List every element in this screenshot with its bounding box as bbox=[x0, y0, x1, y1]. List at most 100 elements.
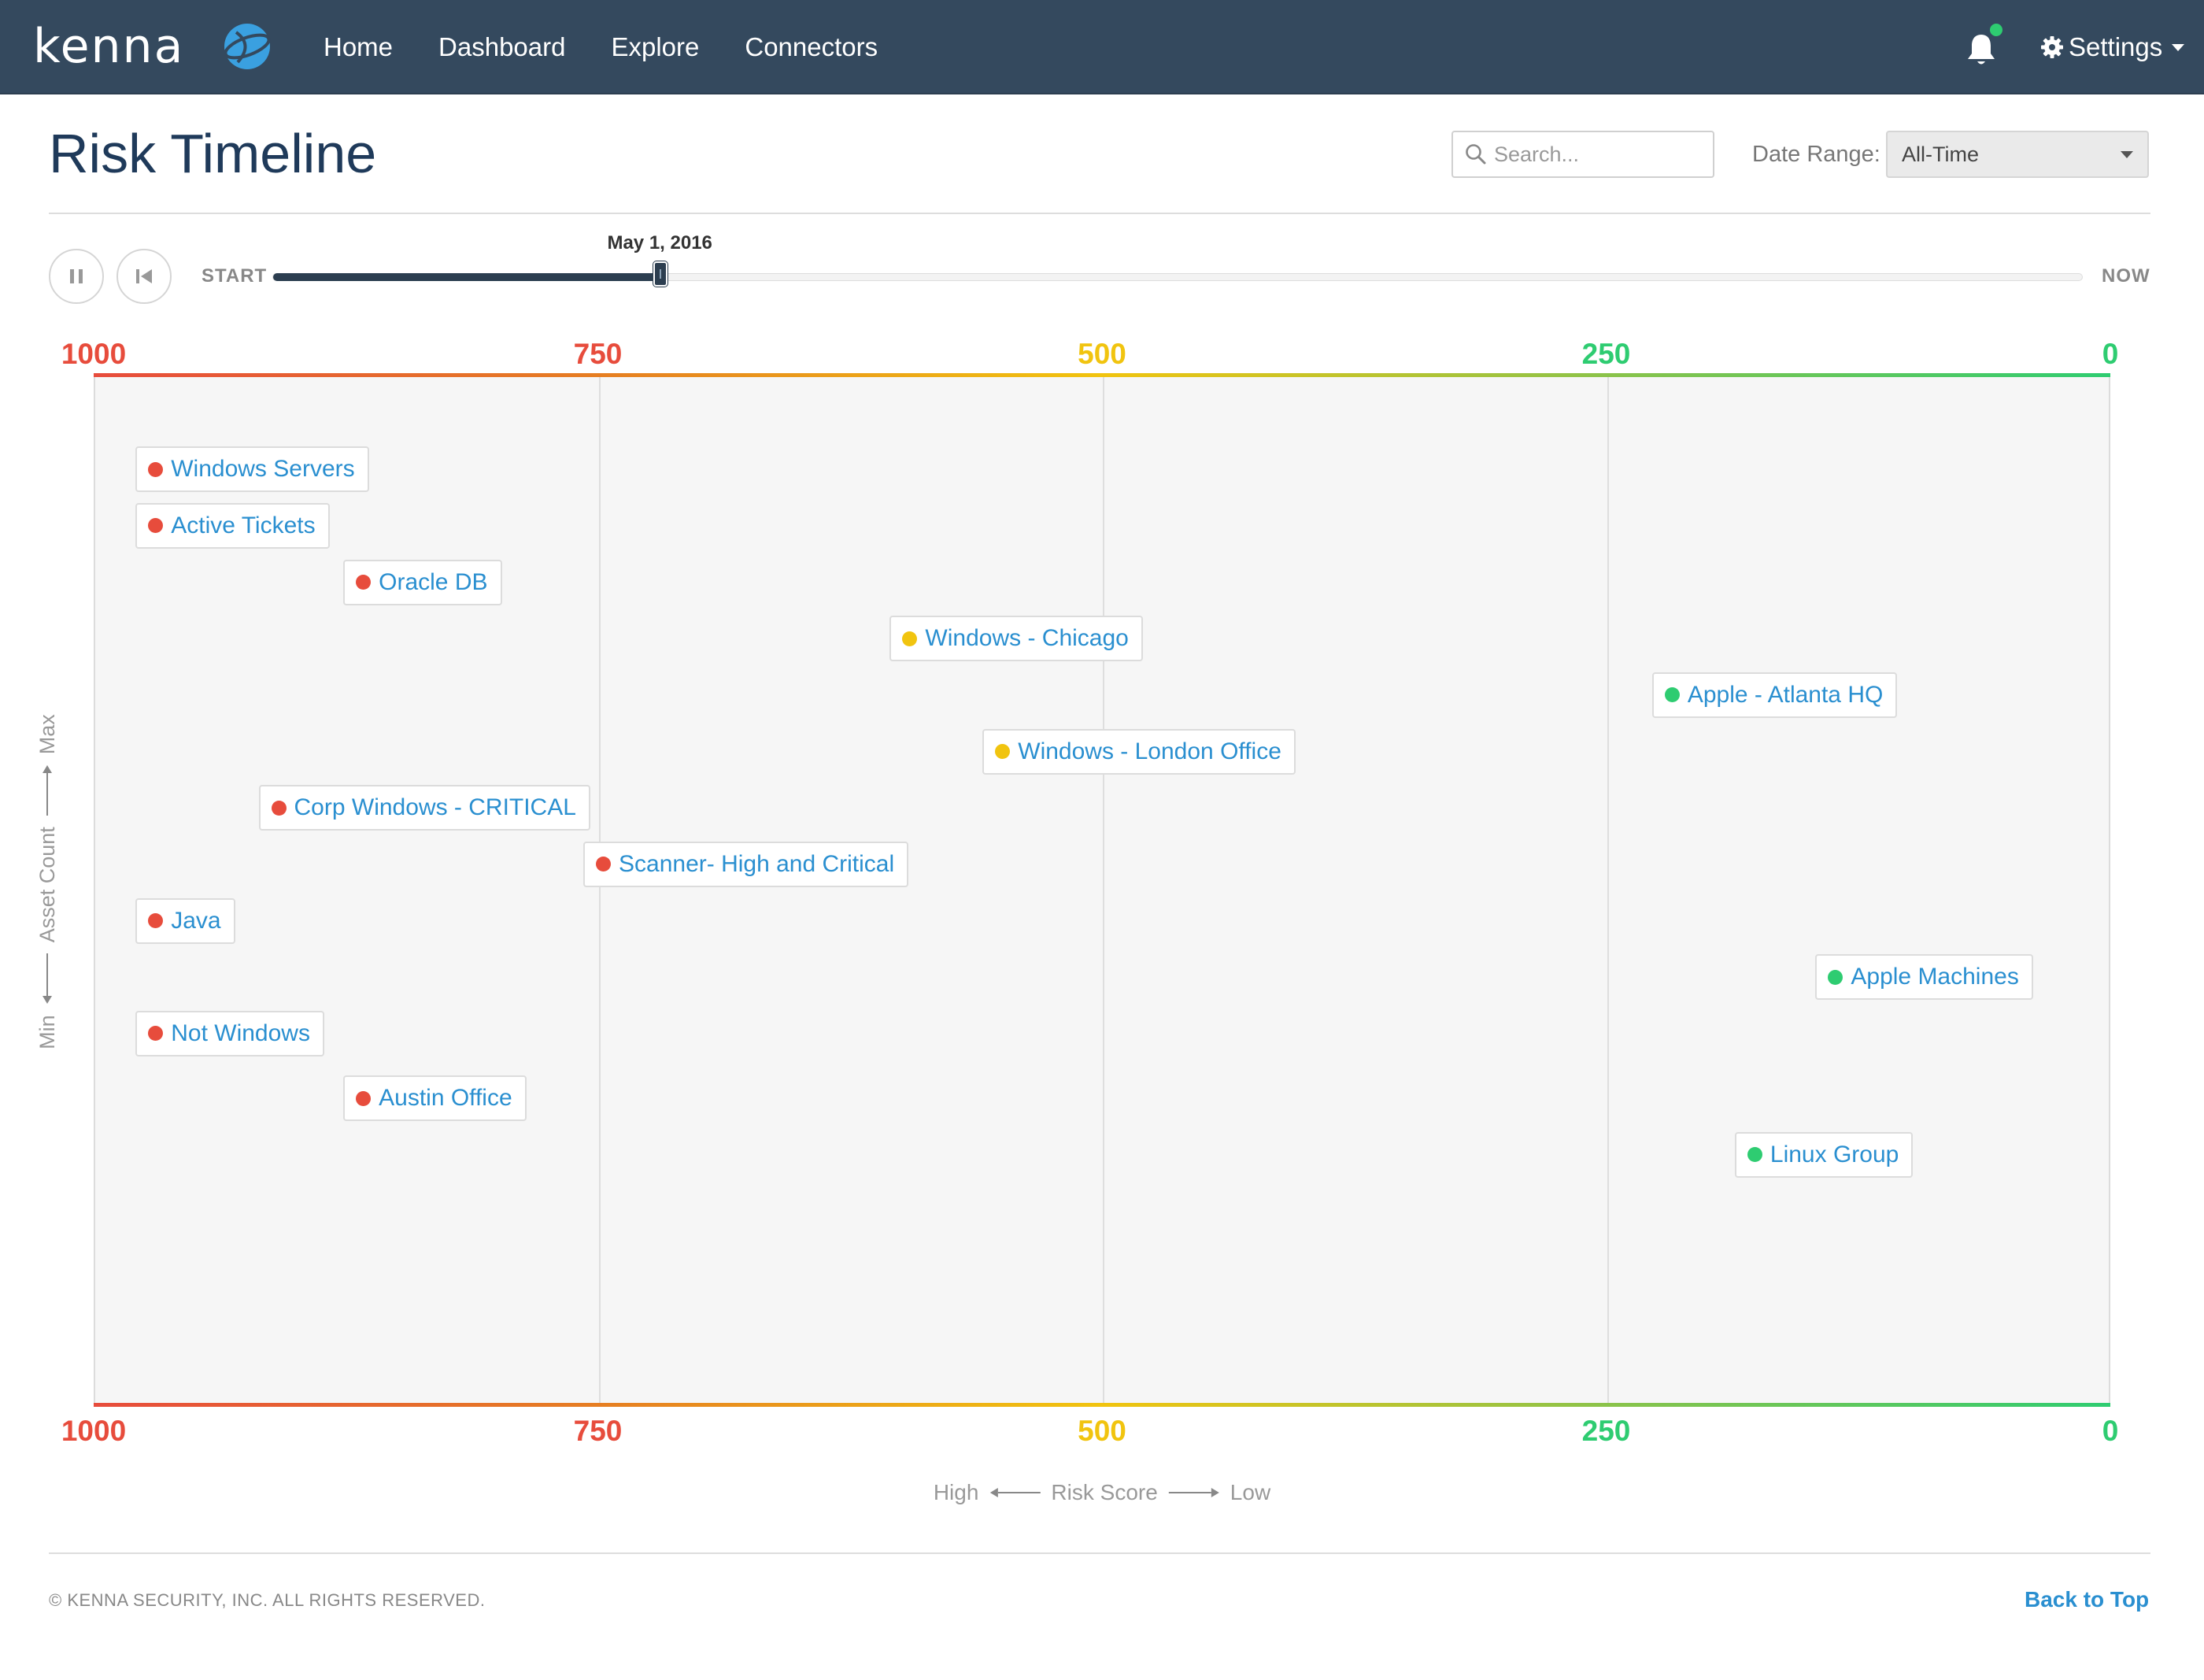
y-axis-label: Min Asset Count Max bbox=[31, 709, 63, 1055]
status-dot-icon bbox=[1747, 1147, 1762, 1163]
x-axis-label: High Risk Score Low bbox=[934, 1480, 1270, 1505]
x-axis-bottom-ticks: 1000 750 500 250 0 bbox=[0, 1414, 2204, 1450]
skip-back-icon bbox=[136, 269, 152, 283]
search-box[interactable] bbox=[1451, 131, 1714, 178]
settings-menu[interactable]: Settings bbox=[2040, 27, 2185, 68]
timeline-now-label: NOW bbox=[2102, 265, 2150, 287]
group-not-windows[interactable]: Not Windows bbox=[135, 1010, 324, 1056]
status-dot-icon bbox=[148, 461, 164, 477]
group-label: Scanner- High and Critical bbox=[619, 850, 895, 877]
bell-icon[interactable] bbox=[1965, 31, 1998, 68]
nav-explore[interactable]: Explore bbox=[611, 32, 700, 61]
notification-dot bbox=[1990, 24, 2002, 36]
top-tick-750: 750 bbox=[573, 338, 623, 370]
timeline-start-label: START bbox=[202, 265, 268, 287]
kenna-logo[interactable]: kenna bbox=[33, 19, 271, 74]
nav-home[interactable]: Home bbox=[324, 32, 394, 61]
status-dot-icon bbox=[995, 744, 1011, 760]
group-label: Linux Group bbox=[1769, 1141, 1899, 1167]
top-tick-250: 250 bbox=[1581, 338, 1631, 370]
copyright-text: © KENNA SECURITY, INC. ALL RIGHTS RESERV… bbox=[49, 1590, 486, 1610]
arrow-left-icon bbox=[989, 1488, 1041, 1497]
y-axis-title: Asset Count bbox=[35, 827, 59, 943]
group-label: Windows - London Office bbox=[1018, 738, 1281, 764]
group-scanner-high-and-critical[interactable]: Scanner- High and Critical bbox=[583, 841, 909, 887]
group-apple-machines[interactable]: Apple Machines bbox=[1815, 954, 2033, 1001]
status-dot-icon bbox=[1664, 687, 1680, 703]
risk-gradient-bottom bbox=[94, 1403, 2110, 1407]
arrow-right-icon bbox=[1168, 1488, 1219, 1497]
group-java[interactable]: Java bbox=[135, 897, 235, 944]
timeline-slider-handle[interactable] bbox=[653, 261, 668, 287]
top-tick-0: 0 bbox=[2102, 338, 2119, 370]
arrow-right-icon bbox=[43, 765, 52, 816]
timeline-slider[interactable] bbox=[272, 261, 2083, 287]
globe-icon bbox=[224, 24, 271, 69]
x-axis-top-ticks: 1000 750 500 250 0 bbox=[0, 337, 2204, 373]
page-title: Risk Timeline bbox=[49, 123, 377, 184]
group-label: Corp Windows - CRITICAL bbox=[294, 794, 576, 821]
x-axis-low: Low bbox=[1230, 1480, 1271, 1504]
x-axis-title: Risk Score bbox=[1051, 1480, 1158, 1504]
timeline-slider-fill bbox=[273, 273, 661, 281]
date-range-select[interactable]: All-Time bbox=[1886, 131, 2149, 178]
status-dot-icon bbox=[902, 631, 918, 646]
logo-text: kenna bbox=[33, 19, 185, 74]
settings-label: Settings bbox=[2069, 32, 2163, 61]
top-navbar: kenna Home Dashboard Explore Connectors bbox=[0, 0, 2204, 94]
status-dot-icon bbox=[1828, 969, 1843, 985]
group-label: Java bbox=[171, 907, 221, 934]
chevron-down-icon bbox=[2172, 43, 2185, 51]
gridline-750 bbox=[598, 377, 601, 1403]
group-windows-chicago[interactable]: Windows - Chicago bbox=[889, 616, 1143, 662]
group-windows-london-office[interactable]: Windows - London Office bbox=[982, 728, 1296, 775]
pause-icon bbox=[70, 269, 83, 283]
group-label: Apple - Atlanta HQ bbox=[1687, 681, 1884, 708]
back-to-top-link[interactable]: Back to Top bbox=[2025, 1587, 2150, 1612]
pause-button[interactable] bbox=[49, 249, 104, 304]
status-dot-icon bbox=[148, 913, 164, 929]
group-linux-group[interactable]: Linux Group bbox=[1734, 1131, 1914, 1178]
risk-gradient-top bbox=[94, 373, 2110, 377]
handle-grip bbox=[660, 269, 662, 279]
bottom-tick-750: 750 bbox=[573, 1415, 623, 1447]
group-label: Oracle DB bbox=[379, 568, 488, 595]
date-range-label: Date Range: bbox=[1752, 142, 1880, 167]
status-dot-icon bbox=[271, 800, 287, 816]
group-corp-windows-critical[interactable]: Corp Windows - CRITICAL bbox=[258, 785, 590, 831]
chevron-down-icon bbox=[2121, 150, 2133, 158]
y-axis-min: Min bbox=[35, 1015, 59, 1049]
group-label: Austin Office bbox=[379, 1085, 512, 1111]
group-windows-servers[interactable]: Windows Servers bbox=[135, 446, 369, 493]
group-active-tickets[interactable]: Active Tickets bbox=[135, 502, 330, 549]
arrow-left-icon bbox=[43, 953, 52, 1005]
main-nav: Home Dashboard Explore Connectors bbox=[324, 0, 923, 94]
status-dot-icon bbox=[356, 1090, 372, 1106]
nav-connectors[interactable]: Connectors bbox=[745, 32, 878, 61]
date-range-value: All-Time bbox=[1902, 142, 1979, 166]
bottom-tick-500: 500 bbox=[1078, 1415, 1126, 1447]
risk-plot-area: Windows Servers Active Tickets Oracle DB Wi… bbox=[94, 377, 2110, 1403]
status-dot-icon bbox=[148, 518, 164, 534]
restart-button[interactable] bbox=[116, 249, 172, 304]
group-apple-atlanta-hq[interactable]: Apple - Atlanta HQ bbox=[1651, 672, 1898, 718]
x-axis-high: High bbox=[933, 1480, 979, 1504]
header-divider bbox=[49, 213, 2150, 214]
status-dot-icon bbox=[356, 575, 372, 590]
gear-icon bbox=[2041, 36, 2063, 58]
top-tick-500: 500 bbox=[1078, 338, 1126, 370]
bottom-tick-0: 0 bbox=[2102, 1415, 2119, 1447]
footer-divider bbox=[49, 1552, 2150, 1554]
group-oracle-db[interactable]: Oracle DB bbox=[343, 559, 502, 605]
bottom-tick-1000: 1000 bbox=[61, 1415, 127, 1447]
gridline-250 bbox=[1607, 377, 1609, 1403]
y-axis-max: Max bbox=[35, 714, 59, 755]
group-austin-office[interactable]: Austin Office bbox=[343, 1075, 527, 1121]
group-label: Not Windows bbox=[171, 1019, 310, 1046]
group-label: Active Tickets bbox=[171, 512, 316, 538]
search-input[interactable] bbox=[1494, 142, 1707, 167]
group-label: Windows Servers bbox=[171, 456, 355, 483]
search-icon bbox=[1466, 144, 1486, 165]
nav-dashboard[interactable]: Dashboard bbox=[438, 32, 566, 61]
bottom-tick-250: 250 bbox=[1581, 1415, 1631, 1447]
